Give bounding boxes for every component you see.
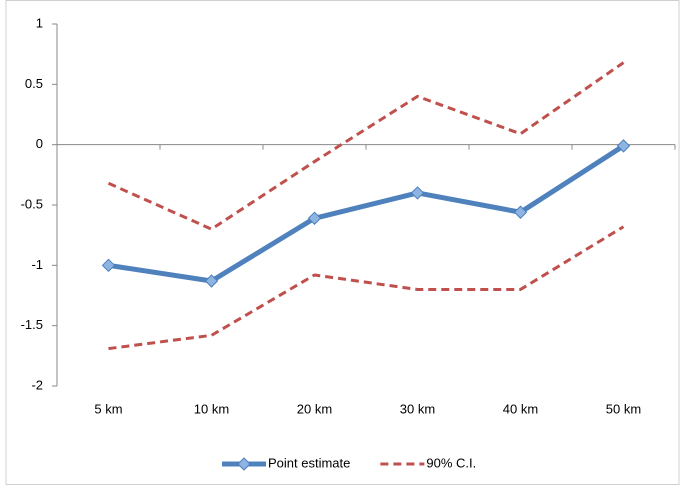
point-marker (513, 205, 528, 219)
legend-item: Point estimate (222, 455, 350, 471)
point-marker (101, 258, 116, 273)
y-tick-label: -1.5 (21, 317, 43, 332)
point-marker (204, 274, 219, 288)
legend-label: 90% C.I. (426, 455, 476, 470)
y-tick-label: -1 (31, 257, 43, 272)
series-line (108, 143, 625, 284)
point-marker (616, 139, 631, 153)
legend-item: 90% C.I. (380, 455, 476, 470)
x-tick-label: 20 km (297, 401, 332, 416)
legend-marker (237, 457, 251, 471)
ci-line (108, 225, 625, 351)
point-marker (410, 186, 425, 200)
x-tick-label: 40 km (503, 401, 538, 416)
x-tick-label: 50 km (606, 401, 641, 416)
ci-line (107, 61, 625, 231)
y-tick-label: 0.5 (25, 76, 43, 91)
legend-label: Point estimate (268, 455, 350, 470)
y-tick-label: 1 (36, 15, 43, 30)
chart-frame (5, 0, 680, 485)
y-tick-label: -0.5 (21, 196, 43, 211)
x-tick-label: 10 km (194, 401, 229, 416)
y-tick-label: 0 (36, 136, 43, 151)
x-tick-label: 30 km (400, 401, 435, 416)
point-marker (307, 211, 322, 225)
x-tick-label: 5 km (94, 401, 122, 416)
y-tick-label: -2 (31, 377, 43, 392)
